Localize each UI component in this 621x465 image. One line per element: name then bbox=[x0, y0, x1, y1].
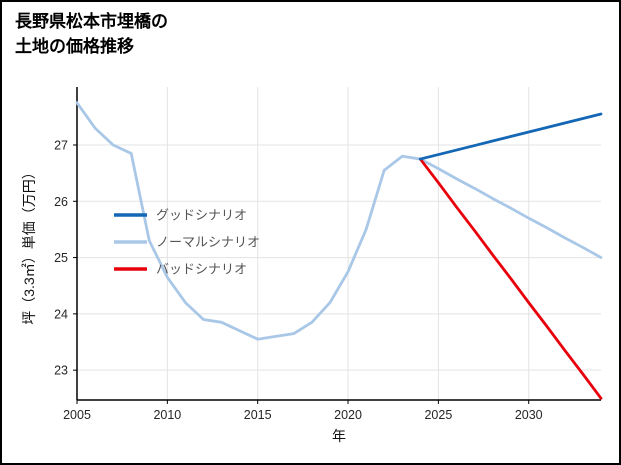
y-tick-label: 27 bbox=[54, 138, 68, 152]
chart-title: 長野県松本市埋橋の 土地の価格推移 bbox=[15, 10, 168, 59]
x-tick-label: 2030 bbox=[515, 408, 543, 422]
legend-label: バッドシナリオ bbox=[156, 262, 247, 277]
y-tick-label: 23 bbox=[54, 364, 68, 378]
y-tick-label: 25 bbox=[54, 251, 68, 265]
x-tick-label: 2025 bbox=[424, 408, 452, 422]
y-tick-label: 24 bbox=[54, 307, 68, 321]
x-tick-label: 2005 bbox=[63, 408, 91, 422]
y-axis-label: 坪（3.3㎡）単価（万円） bbox=[21, 165, 37, 325]
legend-label: ノーマルシナリオ bbox=[156, 235, 260, 250]
series-line-good bbox=[418, 112, 603, 161]
x-tick-label: 2015 bbox=[244, 408, 272, 422]
chart-title-line2: 土地の価格推移 bbox=[15, 36, 134, 56]
legend-label: グッドシナリオ bbox=[156, 208, 247, 223]
chart-title-line1: 長野県松本市埋橋の bbox=[15, 12, 168, 31]
y-tick-label: 26 bbox=[54, 195, 68, 209]
x-tick-label: 2020 bbox=[334, 408, 362, 422]
series-line-normal bbox=[75, 101, 603, 341]
x-axis-label: 年 bbox=[332, 428, 346, 444]
x-tick-label: 2010 bbox=[153, 408, 181, 422]
series-line-bad bbox=[418, 157, 603, 400]
